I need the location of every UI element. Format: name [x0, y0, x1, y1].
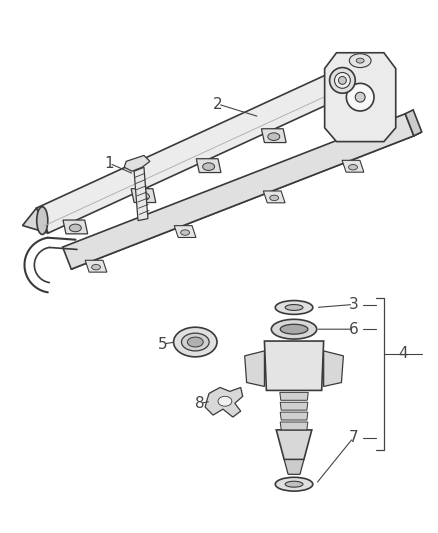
Text: 3: 3 — [348, 297, 358, 312]
Polygon shape — [22, 208, 48, 233]
Polygon shape — [205, 387, 243, 417]
Ellipse shape — [275, 477, 313, 491]
Text: 5: 5 — [158, 336, 168, 351]
Polygon shape — [284, 459, 304, 474]
Ellipse shape — [203, 163, 215, 171]
Ellipse shape — [346, 83, 374, 111]
Ellipse shape — [355, 92, 365, 102]
Ellipse shape — [285, 304, 303, 310]
Ellipse shape — [181, 333, 209, 351]
Polygon shape — [263, 191, 285, 203]
Polygon shape — [405, 110, 422, 136]
Polygon shape — [280, 422, 308, 430]
Polygon shape — [134, 167, 148, 221]
Polygon shape — [36, 72, 344, 233]
Ellipse shape — [339, 76, 346, 84]
Polygon shape — [174, 225, 196, 238]
Ellipse shape — [69, 224, 81, 232]
Polygon shape — [261, 129, 286, 142]
Ellipse shape — [218, 397, 232, 406]
Polygon shape — [131, 189, 156, 203]
Ellipse shape — [271, 319, 317, 339]
Ellipse shape — [37, 207, 48, 235]
Polygon shape — [245, 351, 265, 386]
Ellipse shape — [280, 324, 308, 334]
Polygon shape — [280, 402, 308, 410]
Ellipse shape — [180, 230, 190, 235]
Text: 7: 7 — [349, 430, 358, 445]
Ellipse shape — [349, 165, 357, 170]
Polygon shape — [71, 132, 422, 269]
Polygon shape — [63, 220, 88, 234]
Text: 4: 4 — [398, 346, 407, 361]
Text: 8: 8 — [195, 395, 205, 411]
Polygon shape — [124, 156, 150, 171]
Ellipse shape — [350, 54, 371, 68]
Polygon shape — [63, 114, 414, 269]
Ellipse shape — [268, 133, 280, 141]
Polygon shape — [265, 341, 324, 390]
Polygon shape — [324, 351, 343, 386]
Polygon shape — [280, 412, 308, 420]
Polygon shape — [85, 260, 107, 272]
Polygon shape — [325, 53, 396, 142]
Polygon shape — [276, 430, 312, 459]
Ellipse shape — [138, 193, 149, 200]
Ellipse shape — [333, 70, 344, 98]
Text: 1: 1 — [105, 156, 114, 171]
Ellipse shape — [270, 195, 279, 200]
Ellipse shape — [173, 327, 217, 357]
Ellipse shape — [335, 72, 350, 88]
Ellipse shape — [92, 264, 100, 270]
Text: 6: 6 — [348, 322, 358, 337]
Polygon shape — [196, 159, 221, 173]
Ellipse shape — [187, 337, 203, 347]
Polygon shape — [280, 392, 308, 400]
Polygon shape — [342, 160, 364, 172]
Ellipse shape — [275, 301, 313, 314]
Ellipse shape — [356, 58, 364, 63]
Ellipse shape — [285, 481, 303, 487]
Ellipse shape — [329, 68, 355, 93]
Text: 2: 2 — [213, 96, 223, 111]
